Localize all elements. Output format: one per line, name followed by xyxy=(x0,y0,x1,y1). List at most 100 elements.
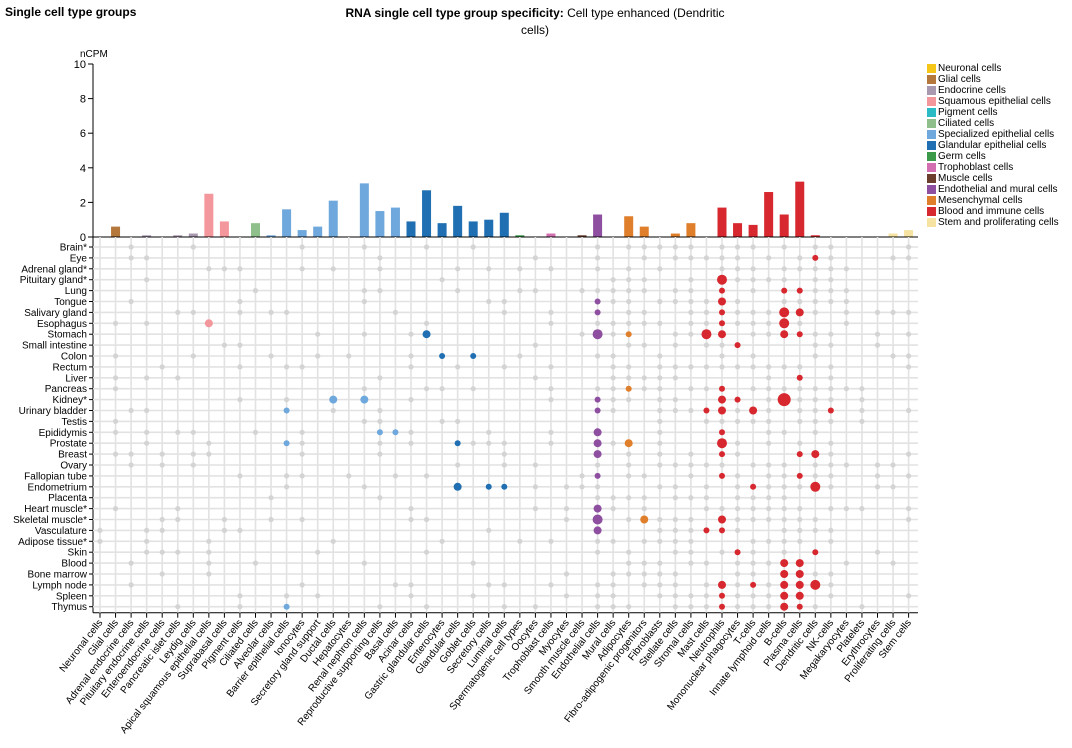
expression-dot[interactable] xyxy=(517,538,523,544)
expression-dot[interactable] xyxy=(392,473,399,479)
expression-dot[interactable] xyxy=(206,451,212,457)
enriched-dot[interactable] xyxy=(719,527,725,534)
expression-dot[interactable] xyxy=(252,288,259,294)
expression-dot[interactable] xyxy=(688,560,694,566)
expression-dot[interactable] xyxy=(797,320,803,326)
expression-dot[interactable] xyxy=(377,266,383,272)
expression-dot[interactable] xyxy=(626,516,632,523)
expression-dot[interactable] xyxy=(548,320,554,326)
bar[interactable] xyxy=(297,230,307,237)
expression-dot[interactable] xyxy=(579,331,585,337)
expression-dot[interactable] xyxy=(112,386,119,392)
expression-dot[interactable] xyxy=(734,320,741,326)
bar[interactable] xyxy=(453,205,463,237)
tissue-label[interactable]: Small intestine xyxy=(22,341,87,352)
enriched-dot[interactable] xyxy=(593,428,602,437)
expression-dot[interactable] xyxy=(408,364,414,370)
expression-dot[interactable] xyxy=(672,484,678,490)
bar[interactable] xyxy=(359,183,369,237)
enriched-dot[interactable] xyxy=(810,579,821,590)
expression-dot[interactable] xyxy=(97,538,103,544)
bar[interactable] xyxy=(437,223,447,237)
expression-dot[interactable] xyxy=(501,462,507,468)
expression-dot[interactable] xyxy=(626,364,632,370)
expression-dot[interactable] xyxy=(766,386,772,392)
enriched-dot[interactable] xyxy=(593,504,602,513)
expression-dot[interactable] xyxy=(734,266,741,272)
expression-dot[interactable] xyxy=(812,604,818,610)
expression-dot[interactable] xyxy=(532,288,539,294)
expression-dot[interactable] xyxy=(672,549,678,555)
expression-dot[interactable] xyxy=(423,320,430,326)
enriched-dot[interactable] xyxy=(734,549,741,556)
expression-dot[interactable] xyxy=(734,571,741,577)
expression-dot[interactable] xyxy=(299,429,305,435)
bar[interactable] xyxy=(282,209,292,237)
expression-dot[interactable] xyxy=(828,527,834,534)
expression-dot[interactable] xyxy=(128,244,134,250)
expression-dot[interactable] xyxy=(346,353,352,359)
bar[interactable] xyxy=(779,214,789,237)
expression-dot[interactable] xyxy=(750,277,756,283)
expression-dot[interactable] xyxy=(750,364,756,370)
enriched-dot[interactable] xyxy=(812,549,819,556)
enriched-dot[interactable] xyxy=(796,472,803,479)
enriched-dot[interactable] xyxy=(718,406,726,415)
expression-dot[interactable] xyxy=(175,506,181,512)
expression-dot[interactable] xyxy=(734,298,741,305)
bar[interactable] xyxy=(577,235,587,237)
expression-dot[interactable] xyxy=(843,266,850,272)
expression-dot[interactable] xyxy=(781,495,787,501)
expression-dot[interactable] xyxy=(812,571,818,577)
expression-dot[interactable] xyxy=(144,538,150,544)
expression-dot[interactable] xyxy=(672,364,678,370)
expression-dot[interactable] xyxy=(532,255,539,261)
expression-dot[interactable] xyxy=(641,560,647,566)
expression-dot[interactable] xyxy=(610,604,616,610)
expression-dot[interactable] xyxy=(392,582,399,588)
expression-dot[interactable] xyxy=(455,462,461,468)
expression-dot[interactable] xyxy=(470,593,476,599)
expression-dot[interactable] xyxy=(626,571,632,577)
enriched-dot[interactable] xyxy=(812,254,819,261)
expression-dot[interactable] xyxy=(595,593,601,599)
expression-dot[interactable] xyxy=(688,516,694,523)
expression-dot[interactable] xyxy=(688,604,694,610)
expression-dot[interactable] xyxy=(766,440,772,446)
expression-dot[interactable] xyxy=(766,473,772,479)
expression-dot[interactable] xyxy=(766,309,772,315)
enriched-dot[interactable] xyxy=(640,515,649,524)
expression-dot[interactable] xyxy=(408,593,414,599)
enriched-dot[interactable] xyxy=(485,483,492,490)
expression-dot[interactable] xyxy=(703,298,710,305)
expression-dot[interactable] xyxy=(408,506,414,512)
expression-dot[interactable] xyxy=(175,516,181,523)
legend-item[interactable]: Glandular epithelial cells xyxy=(927,140,1072,151)
expression-dot[interactable] xyxy=(548,386,554,392)
expression-dot[interactable] xyxy=(657,244,663,250)
expression-dot[interactable] xyxy=(703,495,710,501)
expression-dot[interactable] xyxy=(595,255,601,261)
expression-dot[interactable] xyxy=(252,429,259,435)
bar[interactable] xyxy=(795,181,805,237)
expression-dot[interactable] xyxy=(423,244,430,250)
expression-dot[interactable] xyxy=(501,582,507,588)
expression-dot[interactable] xyxy=(626,560,632,566)
tissue-label[interactable]: Bone marrow xyxy=(28,570,88,581)
expression-dot[interactable] xyxy=(532,506,539,512)
expression-dot[interactable] xyxy=(548,309,554,315)
expression-dot[interactable] xyxy=(812,397,818,403)
enriched-dot[interactable] xyxy=(779,318,790,329)
expression-dot[interactable] xyxy=(734,309,741,315)
enriched-dot[interactable] xyxy=(501,483,508,490)
expression-dot[interactable] xyxy=(657,451,663,457)
bar[interactable] xyxy=(888,233,898,237)
legend-item[interactable]: Endocrine cells xyxy=(927,85,1072,96)
enriched-dot[interactable] xyxy=(392,429,399,436)
expression-dot[interactable] xyxy=(734,582,741,588)
expression-dot[interactable] xyxy=(766,593,772,599)
expression-dot[interactable] xyxy=(734,244,741,250)
expression-dot[interactable] xyxy=(501,604,507,610)
expression-dot[interactable] xyxy=(610,538,616,544)
expression-dot[interactable] xyxy=(734,277,741,283)
